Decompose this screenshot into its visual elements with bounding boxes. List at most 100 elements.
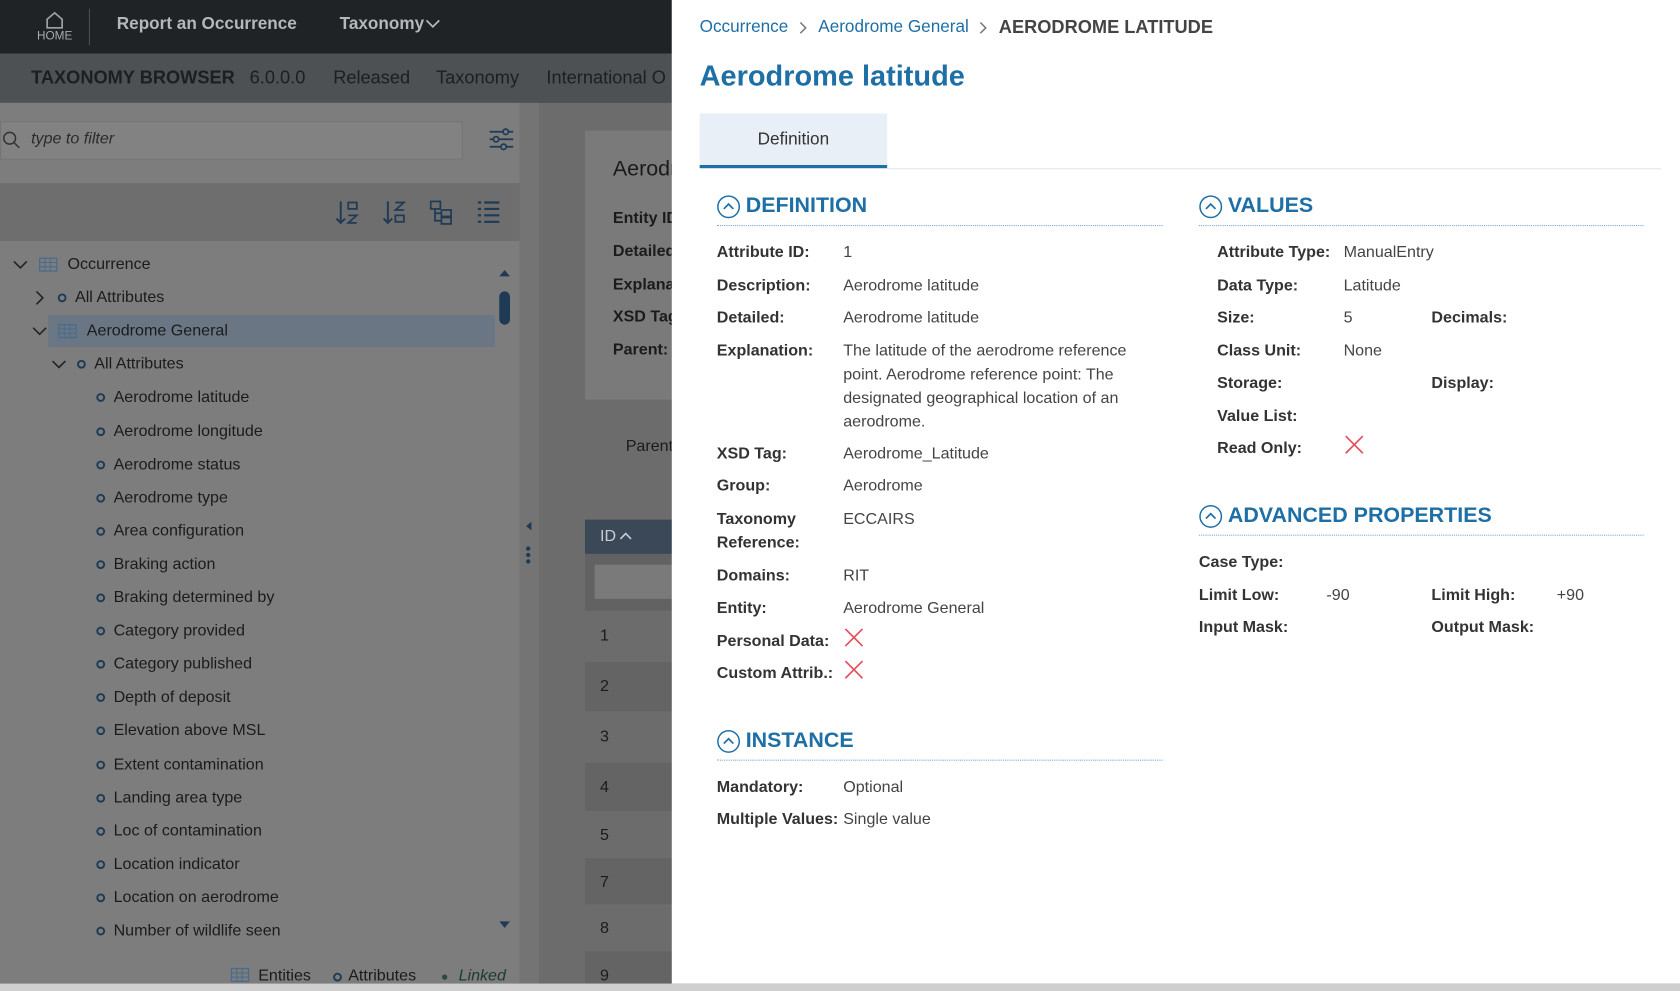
filter-placeholder[interactable]: type to filter xyxy=(31,129,115,148)
section-rule xyxy=(1198,225,1644,227)
entity-field-label: Entity ID: xyxy=(612,208,684,228)
expanded-chevron[interactable] xyxy=(51,357,66,372)
splitter-handle[interactable] xyxy=(523,520,534,568)
collapse-toggle[interactable] xyxy=(717,195,741,219)
icon-part xyxy=(96,926,106,936)
tree-item[interactable]: Area configuration xyxy=(113,521,245,540)
icon-part xyxy=(96,793,106,803)
filter-settings-icon[interactable] xyxy=(489,126,515,152)
toolbar-icon[interactable] xyxy=(382,199,407,225)
tree-item[interactable]: Aerodrome longitude xyxy=(113,421,263,440)
tree-item[interactable]: Aerodrome latitude xyxy=(113,388,250,407)
home-icon[interactable] xyxy=(44,10,65,29)
scroll-down[interactable] xyxy=(499,920,511,929)
icon-part xyxy=(393,201,407,211)
tree-item[interactable]: Extent contamination xyxy=(113,754,264,774)
icon-part xyxy=(51,360,66,369)
entity-icon xyxy=(39,257,58,272)
tree-item[interactable]: Loc of contamination xyxy=(113,821,262,840)
scroll-up[interactable] xyxy=(499,269,511,278)
attribute-icon xyxy=(96,593,106,603)
field-value: ECCAIRS xyxy=(843,510,915,529)
icon-part xyxy=(3,131,17,145)
legend-entities: Entities xyxy=(258,966,311,984)
tree-item[interactable]: Braking determined by xyxy=(113,588,275,607)
row-id: 7 xyxy=(600,873,609,892)
nav-report[interactable]: Report an Occurrence xyxy=(116,15,297,34)
attribute-icon xyxy=(96,860,106,869)
legend-entity-icon xyxy=(230,967,250,983)
tree-item[interactable]: All Attributes xyxy=(94,354,184,374)
breadcrumb-link[interactable]: Occurrence xyxy=(699,18,789,37)
field-value: ManualEntry xyxy=(1343,243,1434,262)
field-value: RIT xyxy=(843,566,870,586)
field-label: Attribute Type: xyxy=(1217,243,1331,262)
sub-bar: TAXONOMY BROWSER 6.0.0.0 Released Taxonomy I… xyxy=(0,53,672,103)
field-label: Display: xyxy=(1431,373,1494,393)
tree-item[interactable]: Braking action xyxy=(113,554,216,574)
nav-taxonomy[interactable]: Taxonomy xyxy=(339,15,425,34)
tree-item[interactable]: Landing area type xyxy=(113,788,243,807)
row-id: 3 xyxy=(600,727,609,746)
field-label: Data Type: xyxy=(1217,276,1299,295)
bottom-strip xyxy=(0,983,1680,991)
expanded-chevron[interactable] xyxy=(32,324,47,339)
icon-part xyxy=(526,552,531,558)
home-label[interactable]: HOME xyxy=(36,30,73,43)
status: Released xyxy=(333,67,411,88)
attribute-icon xyxy=(96,393,106,403)
tab[interactable]: Definition xyxy=(699,113,888,169)
icon-part xyxy=(96,760,106,769)
sidebar: type to filter Occurrence All Attributes Ae… xyxy=(0,102,520,984)
filter-input[interactable] xyxy=(0,121,463,160)
toolbar-icon[interactable] xyxy=(335,199,359,225)
field-label: Limit High: xyxy=(1431,586,1516,605)
field-label: Group: xyxy=(716,476,771,496)
icon-part xyxy=(429,200,442,210)
scroll-thumb[interactable] xyxy=(499,291,511,325)
tree-item[interactable]: Category published xyxy=(113,654,253,674)
parent-tab[interactable]: Parent xyxy=(625,437,674,456)
attribute-icon xyxy=(96,926,106,936)
expanded-chevron[interactable] xyxy=(13,257,28,272)
attribute-icon xyxy=(96,760,106,769)
breadcrumb-current: AERODROME LATITUDE xyxy=(998,17,1213,38)
tree-item[interactable]: Occurrence xyxy=(67,255,151,274)
icon-part xyxy=(717,195,741,219)
icon-part xyxy=(96,826,106,836)
tree-item[interactable]: Number of wildlife seen xyxy=(113,921,281,940)
toolbar-icon[interactable] xyxy=(477,199,501,225)
field-value: Single value xyxy=(843,810,931,829)
attribute-icon xyxy=(96,693,106,703)
tree-item[interactable]: Location indicator xyxy=(113,854,240,873)
icon-part xyxy=(799,21,807,34)
dropdown-chevron[interactable] xyxy=(425,18,440,29)
tree-item[interactable]: Aerodrome General xyxy=(86,321,228,340)
breadcrumb-chevron xyxy=(980,21,988,34)
tree-item[interactable]: Aerodrome type xyxy=(113,488,228,507)
icon-part xyxy=(230,967,250,983)
tree-item[interactable]: Elevation above MSL xyxy=(113,721,266,740)
icon-part xyxy=(382,217,393,225)
tree-item[interactable]: Category provided xyxy=(113,621,245,640)
id-header[interactable]: ID xyxy=(600,527,617,546)
field-value: The latitude of the aerodrome reference … xyxy=(843,341,1127,431)
breadcrumb-link[interactable]: Aerodrome General xyxy=(818,18,969,37)
tree-item[interactable]: All Attributes xyxy=(75,288,165,307)
collapsed-chevron[interactable] xyxy=(32,290,47,305)
sort-caret xyxy=(619,532,632,540)
icon-part xyxy=(333,972,342,982)
collapse-toggle[interactable] xyxy=(1199,195,1223,219)
tree-item[interactable]: Location on aerodrome xyxy=(113,888,279,907)
field-label: Explanation: xyxy=(716,341,814,361)
field-value: 5 xyxy=(1343,308,1353,327)
icon-part xyxy=(477,201,500,223)
field-label: Class Unit: xyxy=(1217,341,1302,361)
icon-part xyxy=(434,208,442,222)
toolbar-icon[interactable] xyxy=(429,199,454,225)
tree-item[interactable]: Aerodrome status xyxy=(113,454,241,474)
collapse-toggle[interactable] xyxy=(717,729,741,754)
tree-item[interactable]: Depth of deposit xyxy=(113,688,231,707)
attribute-icon xyxy=(96,560,106,569)
collapse-toggle[interactable] xyxy=(1199,504,1223,529)
